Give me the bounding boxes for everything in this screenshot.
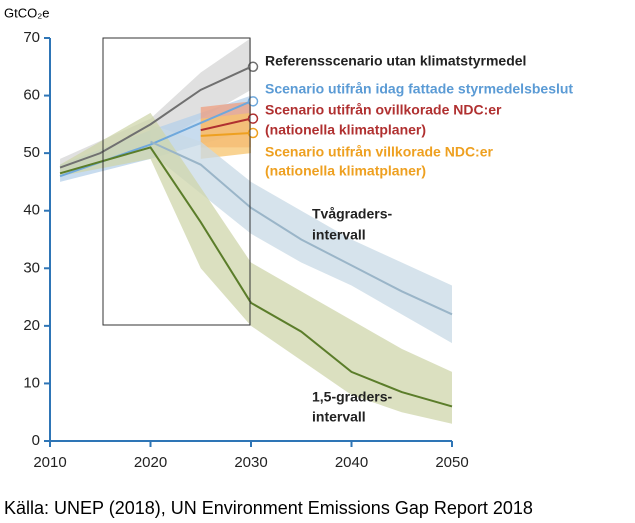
series-label: intervall [312, 409, 366, 425]
y-tick-label: 10 [23, 374, 40, 391]
y-tick-label: 20 [23, 317, 40, 334]
y-tick-label: 30 [23, 259, 40, 276]
range-band [150, 124, 452, 344]
series-line [59, 146, 453, 408]
x-tick-label: 2050 [435, 454, 468, 471]
series-label: 1,5-graders- [312, 389, 392, 405]
end-marker [247, 113, 259, 124]
end-marker [247, 127, 259, 139]
series-label: Scenario utifrån villkorade NDC:er [265, 144, 494, 160]
range-band [200, 112, 251, 159]
series-label: intervall [312, 227, 366, 243]
highlight-frame [102, 37, 251, 326]
range-band [60, 112, 453, 424]
x-tick-label: 2020 [134, 454, 167, 471]
series-label: Scenario utifrån idag fattade styrmedels… [265, 81, 573, 97]
source: Källa: UNEP (2018), UN Environment Emiss… [4, 498, 533, 518]
series-label: (nationella klimatplaner) [265, 122, 426, 138]
y-tick-label: 0 [32, 432, 40, 449]
end-marker [247, 96, 259, 107]
y-tick-label: 40 [23, 202, 40, 219]
series-label: Scenario utifrån ovillkorade NDC:er [265, 102, 502, 118]
lines [59, 65, 453, 408]
series-label: Tvågraders- [312, 206, 392, 222]
series-label: Referensscenario utan klimatstyrmedel [265, 53, 526, 69]
x-tick-label: 2040 [335, 454, 368, 471]
series-line [150, 140, 453, 316]
y-axis-label: GtCO₂e [4, 5, 50, 20]
y-tick-label: 50 [23, 144, 40, 161]
series-label: (nationella klimatplaner) [265, 163, 426, 179]
series-line [200, 131, 252, 137]
y-tick-label: 70 [23, 29, 40, 46]
end-marker [247, 61, 259, 73]
x-tick-label: 2030 [234, 454, 267, 471]
y-tick-label: 60 [23, 87, 40, 104]
x-tick-label: 2010 [33, 454, 66, 471]
bands [60, 38, 453, 424]
series-line [200, 117, 252, 132]
series-line [59, 65, 252, 169]
